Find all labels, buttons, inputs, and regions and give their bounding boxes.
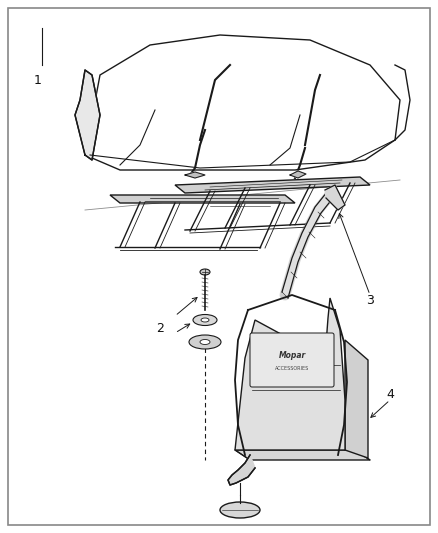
Polygon shape: [282, 192, 333, 298]
FancyBboxPatch shape: [250, 333, 334, 387]
Polygon shape: [185, 172, 205, 178]
Ellipse shape: [201, 318, 209, 322]
Polygon shape: [75, 70, 100, 160]
Text: 1: 1: [34, 74, 42, 86]
Ellipse shape: [200, 269, 210, 275]
Ellipse shape: [193, 314, 217, 326]
Text: 4: 4: [386, 389, 394, 401]
Ellipse shape: [220, 502, 260, 518]
Polygon shape: [290, 171, 306, 178]
Text: 2: 2: [156, 321, 164, 335]
Polygon shape: [228, 455, 255, 485]
Ellipse shape: [189, 335, 221, 349]
Polygon shape: [235, 298, 345, 450]
Polygon shape: [345, 340, 368, 458]
Polygon shape: [325, 185, 345, 210]
Text: Mopar: Mopar: [279, 351, 306, 359]
Polygon shape: [110, 195, 295, 203]
Polygon shape: [235, 450, 370, 460]
Ellipse shape: [200, 340, 210, 344]
Text: ACCESSORIES: ACCESSORIES: [275, 366, 309, 370]
Text: 3: 3: [366, 294, 374, 306]
Polygon shape: [85, 35, 400, 170]
Polygon shape: [175, 177, 370, 193]
